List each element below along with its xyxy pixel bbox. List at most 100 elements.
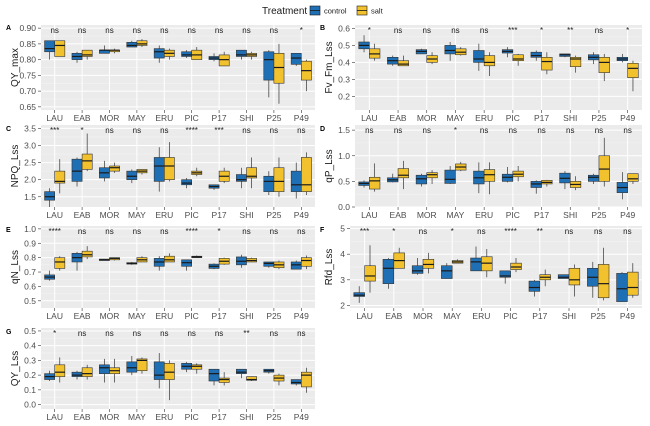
x-tick-label: P49 bbox=[294, 412, 309, 422]
significance-label: ns bbox=[105, 227, 113, 236]
significance-label: ns bbox=[477, 227, 485, 236]
box-salt-P17 bbox=[218, 167, 230, 184]
panel-D: 0.0 0.5 1.0 1.5 LAU EAB MOR MAY ERU PIC P17 SHI P25 P… bbox=[320, 125, 642, 220]
box-iqr bbox=[415, 174, 428, 185]
box-salt-EAB bbox=[81, 364, 93, 380]
x-tick-label: LAU bbox=[361, 113, 378, 123]
y-tick-label: 0.75 bbox=[19, 70, 36, 80]
box-iqr bbox=[569, 56, 582, 67]
significance-label: **** bbox=[185, 227, 197, 236]
box-control-LAU bbox=[353, 286, 365, 303]
significance-label: ns bbox=[160, 26, 168, 35]
box-iqr bbox=[208, 368, 220, 382]
box-iqr bbox=[598, 56, 610, 73]
box-iqr bbox=[236, 174, 247, 182]
y-tick-label: 0.4 bbox=[24, 341, 36, 351]
box-control-P25 bbox=[263, 368, 275, 374]
box-control-PIC bbox=[181, 177, 192, 189]
box-iqr bbox=[71, 371, 83, 377]
box-salt-PIC bbox=[510, 258, 522, 273]
x-tick-label: SHI bbox=[239, 412, 253, 422]
significance-label: ns bbox=[133, 126, 141, 135]
box-salt-SHI bbox=[246, 157, 257, 189]
panel-letter: A bbox=[6, 25, 11, 32]
x-tick-label: MAY bbox=[128, 113, 146, 123]
box-salt-P17 bbox=[218, 51, 230, 67]
box-iqr bbox=[164, 157, 175, 180]
plot-background bbox=[355, 125, 642, 207]
box-iqr bbox=[44, 191, 55, 201]
box-iqr bbox=[263, 51, 275, 81]
box-iqr bbox=[422, 259, 435, 269]
significance-label: **** bbox=[48, 227, 60, 236]
box-salt-LAU bbox=[54, 357, 66, 383]
box-control-EAB bbox=[387, 173, 399, 183]
box-iqr bbox=[81, 367, 93, 377]
y-axis-title: NPQ_Lss bbox=[10, 145, 21, 188]
x-tick-label: LAU bbox=[46, 210, 63, 220]
x-tick-label: SHI bbox=[239, 210, 253, 220]
significance-label: ns bbox=[297, 329, 305, 338]
box-iqr bbox=[44, 40, 55, 53]
x-tick-label: P17 bbox=[212, 311, 227, 321]
y-tick-label: 0.8 bbox=[24, 253, 36, 263]
box-iqr bbox=[290, 261, 302, 270]
x-tick-label: ERU bbox=[475, 113, 493, 123]
y-tick-label: 0.85 bbox=[19, 39, 36, 49]
x-tick-label: P25 bbox=[591, 210, 606, 220]
box-iqr bbox=[382, 259, 395, 284]
box-iqr bbox=[568, 267, 581, 286]
box-salt-LAU bbox=[369, 163, 381, 192]
box-iqr bbox=[126, 361, 138, 373]
x-tick-label: EAB bbox=[390, 113, 407, 123]
significance-label: ** bbox=[567, 26, 573, 35]
box-salt-P25 bbox=[273, 260, 285, 270]
box-iqr bbox=[541, 56, 553, 71]
box-control-P49 bbox=[616, 272, 628, 302]
significance-label: ns bbox=[242, 227, 250, 236]
box-control-MAY bbox=[126, 355, 138, 376]
significance-label: ns bbox=[537, 126, 545, 135]
box-salt-EAB bbox=[81, 133, 93, 172]
box-control-EAB bbox=[71, 157, 83, 187]
significance-label: * bbox=[451, 227, 454, 236]
x-tick-label: P17 bbox=[212, 210, 227, 220]
x-tick-label: ERU bbox=[475, 210, 493, 220]
significance-label: * bbox=[53, 329, 56, 338]
y-tick-label: 0.3 bbox=[24, 355, 36, 365]
box-iqr bbox=[530, 51, 542, 58]
significance-label: *** bbox=[360, 227, 369, 236]
box-salt-P25 bbox=[597, 247, 610, 301]
box-iqr bbox=[627, 271, 639, 296]
box-salt-P17 bbox=[541, 179, 553, 187]
box-iqr bbox=[236, 49, 247, 57]
x-tick-label: EAB bbox=[385, 311, 402, 321]
y-tick-label: 0.90 bbox=[19, 23, 36, 33]
panel-letter: G bbox=[6, 329, 12, 336]
box-control-PIC bbox=[499, 270, 511, 284]
box-control-P17 bbox=[208, 263, 220, 270]
x-tick-label: SHI bbox=[563, 113, 577, 123]
significance-label: ns bbox=[133, 329, 141, 338]
box-salt-MAY bbox=[451, 259, 464, 264]
box-iqr bbox=[136, 358, 148, 372]
box-iqr bbox=[153, 157, 165, 182]
box-iqr bbox=[627, 173, 639, 182]
x-tick-label: PIC bbox=[185, 311, 199, 321]
x-tick-label: LAU bbox=[356, 311, 373, 321]
box-iqr bbox=[290, 379, 302, 385]
box-iqr bbox=[528, 280, 541, 292]
y-tick-label: 2.0 bbox=[24, 175, 36, 185]
box-control-SHI bbox=[559, 171, 571, 190]
box-iqr bbox=[164, 255, 175, 263]
significance-label: * bbox=[368, 26, 371, 35]
significance-label: ns bbox=[423, 126, 431, 135]
significance-label: ns bbox=[160, 126, 168, 135]
box-control-P49 bbox=[290, 260, 302, 270]
box-iqr bbox=[263, 261, 275, 267]
box-salt-MOR bbox=[109, 358, 120, 383]
box-control-MAY bbox=[441, 263, 453, 279]
significance-label: ns bbox=[623, 126, 631, 135]
box-iqr bbox=[81, 153, 93, 170]
